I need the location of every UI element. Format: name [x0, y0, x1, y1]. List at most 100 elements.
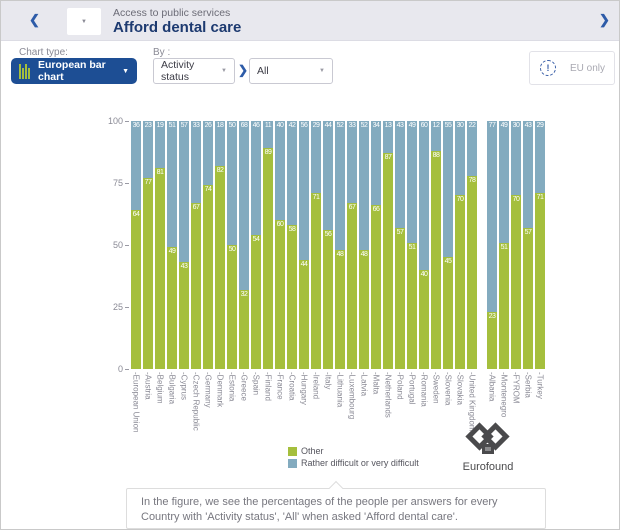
segment-other[interactable]: 23 — [487, 311, 497, 369]
segment-other[interactable]: 48 — [359, 249, 369, 369]
bar-sweden[interactable]: 12 88 — [431, 121, 441, 369]
segment-other[interactable]: 82 — [215, 165, 225, 369]
segment-other[interactable]: 51 — [499, 242, 509, 369]
segment-difficult[interactable]: 33 — [347, 121, 357, 203]
bar-netherlands[interactable]: 13 87 — [383, 121, 393, 369]
next-question-button[interactable]: ❯ — [599, 12, 610, 27]
bar-france[interactable]: 40 60 — [275, 121, 285, 369]
segment-difficult[interactable]: 34 — [371, 121, 381, 206]
bar-european-union[interactable]: 36 64 — [131, 121, 141, 369]
segment-other[interactable]: 88 — [431, 150, 441, 369]
bar-greece[interactable]: 68 32 — [239, 121, 249, 369]
segment-other[interactable]: 49 — [167, 247, 177, 369]
segment-difficult[interactable]: 33 — [191, 121, 201, 203]
segment-other[interactable]: 71 — [311, 192, 321, 369]
bar-fyrom[interactable]: 30 70 — [511, 121, 521, 369]
bar-ireland[interactable]: 29 71 — [311, 121, 321, 369]
segment-difficult[interactable]: 30 — [511, 121, 521, 196]
bar-malta[interactable]: 34 66 — [371, 121, 381, 369]
bar-belgium[interactable]: 19 81 — [155, 121, 165, 369]
by-dropdown[interactable]: Activity status ▼ — [153, 58, 235, 84]
segment-other[interactable]: 78 — [467, 175, 477, 369]
segment-other[interactable]: 51 — [407, 242, 417, 369]
segment-other[interactable]: 81 — [155, 168, 165, 369]
bar-portugal[interactable]: 49 51 — [407, 121, 417, 369]
segment-other[interactable]: 71 — [535, 192, 545, 369]
bar-italy[interactable]: 44 56 — [323, 121, 333, 369]
bar-slovakia[interactable]: 30 70 — [455, 121, 465, 369]
segment-difficult[interactable]: 26 — [203, 121, 213, 186]
segment-other[interactable]: 87 — [383, 153, 393, 369]
bar-hungary[interactable]: 56 44 — [299, 121, 309, 369]
segment-difficult[interactable]: 22 — [467, 121, 477, 176]
segment-difficult[interactable]: 52 — [335, 121, 345, 250]
segment-difficult[interactable]: 18 — [215, 121, 225, 166]
segment-difficult[interactable]: 30 — [455, 121, 465, 196]
question-dropdown[interactable]: ▼ — [67, 8, 101, 35]
segment-other[interactable]: 32 — [239, 289, 249, 369]
bar-finland[interactable]: 11 89 — [263, 121, 273, 369]
segment-other[interactable]: 74 — [203, 185, 213, 369]
segment-difficult[interactable]: 57 — [179, 121, 189, 263]
bar-poland[interactable]: 43 57 — [395, 121, 405, 369]
segment-difficult[interactable]: 55 — [443, 121, 453, 258]
segment-other[interactable]: 57 — [395, 227, 405, 369]
segment-difficult[interactable]: 19 — [155, 121, 165, 169]
bar-albania[interactable]: 77 23 — [487, 121, 497, 369]
segment-difficult[interactable]: 56 — [299, 121, 309, 260]
segment-other[interactable]: 70 — [455, 195, 465, 369]
segment-difficult[interactable]: 36 — [131, 121, 141, 211]
segment-difficult[interactable]: 43 — [523, 121, 533, 228]
bar-latvia[interactable]: 52 48 — [359, 121, 369, 369]
segment-difficult[interactable]: 44 — [323, 121, 333, 231]
bar-bulgaria[interactable]: 51 49 — [167, 121, 177, 369]
bar-lithuania[interactable]: 52 48 — [335, 121, 345, 369]
segment-difficult[interactable]: 46 — [251, 121, 261, 236]
bar-germany[interactable]: 26 74 — [203, 121, 213, 369]
segment-other[interactable]: 77 — [143, 178, 153, 369]
bar-denmark[interactable]: 18 82 — [215, 121, 225, 369]
segment-other[interactable]: 70 — [511, 195, 521, 369]
segment-other[interactable]: 40 — [419, 269, 429, 369]
segment-other[interactable]: 56 — [323, 230, 333, 369]
segment-other[interactable]: 66 — [371, 205, 381, 369]
segment-other[interactable]: 45 — [443, 257, 453, 369]
bar-romania[interactable]: 60 40 — [419, 121, 429, 369]
segment-other[interactable]: 57 — [523, 227, 533, 369]
segment-difficult[interactable]: 49 — [499, 121, 509, 243]
segment-difficult[interactable]: 23 — [143, 121, 153, 179]
segment-difficult[interactable]: 12 — [431, 121, 441, 151]
bar-serbia[interactable]: 43 57 — [523, 121, 533, 369]
segment-difficult[interactable]: 50 — [227, 121, 237, 245]
bar-czech-republic[interactable]: 33 67 — [191, 121, 201, 369]
bar-montenegro[interactable]: 49 51 — [499, 121, 509, 369]
segment-difficult[interactable]: 51 — [167, 121, 177, 248]
filter-dropdown[interactable]: All ▼ — [249, 58, 333, 84]
segment-other[interactable]: 54 — [251, 235, 261, 369]
bar-united-kingdom[interactable]: 22 78 — [467, 121, 477, 369]
bar-spain[interactable]: 46 54 — [251, 121, 261, 369]
segment-other[interactable]: 43 — [179, 262, 189, 369]
bar-austria[interactable]: 23 77 — [143, 121, 153, 369]
segment-other[interactable]: 50 — [227, 245, 237, 369]
bar-croatia[interactable]: 42 58 — [287, 121, 297, 369]
segment-other[interactable]: 67 — [347, 202, 357, 369]
segment-difficult[interactable]: 43 — [395, 121, 405, 228]
segment-difficult[interactable]: 52 — [359, 121, 369, 250]
segment-other[interactable]: 89 — [263, 148, 273, 369]
segment-difficult[interactable]: 77 — [487, 121, 497, 312]
segment-difficult[interactable]: 13 — [383, 121, 393, 154]
segment-other[interactable]: 64 — [131, 210, 141, 369]
segment-other[interactable]: 60 — [275, 220, 285, 369]
bar-estonia[interactable]: 50 50 — [227, 121, 237, 369]
segment-difficult[interactable]: 29 — [535, 121, 545, 193]
segment-difficult[interactable]: 11 — [263, 121, 273, 149]
segment-other[interactable]: 58 — [287, 225, 297, 369]
segment-difficult[interactable]: 68 — [239, 121, 249, 290]
segment-difficult[interactable]: 60 — [419, 121, 429, 270]
bar-slovenia[interactable]: 55 45 — [443, 121, 453, 369]
segment-other[interactable]: 67 — [191, 202, 201, 369]
bar-cyprus[interactable]: 57 43 — [179, 121, 189, 369]
prev-question-button[interactable]: ❮ — [29, 12, 40, 27]
bar-luxembourg[interactable]: 33 67 — [347, 121, 357, 369]
